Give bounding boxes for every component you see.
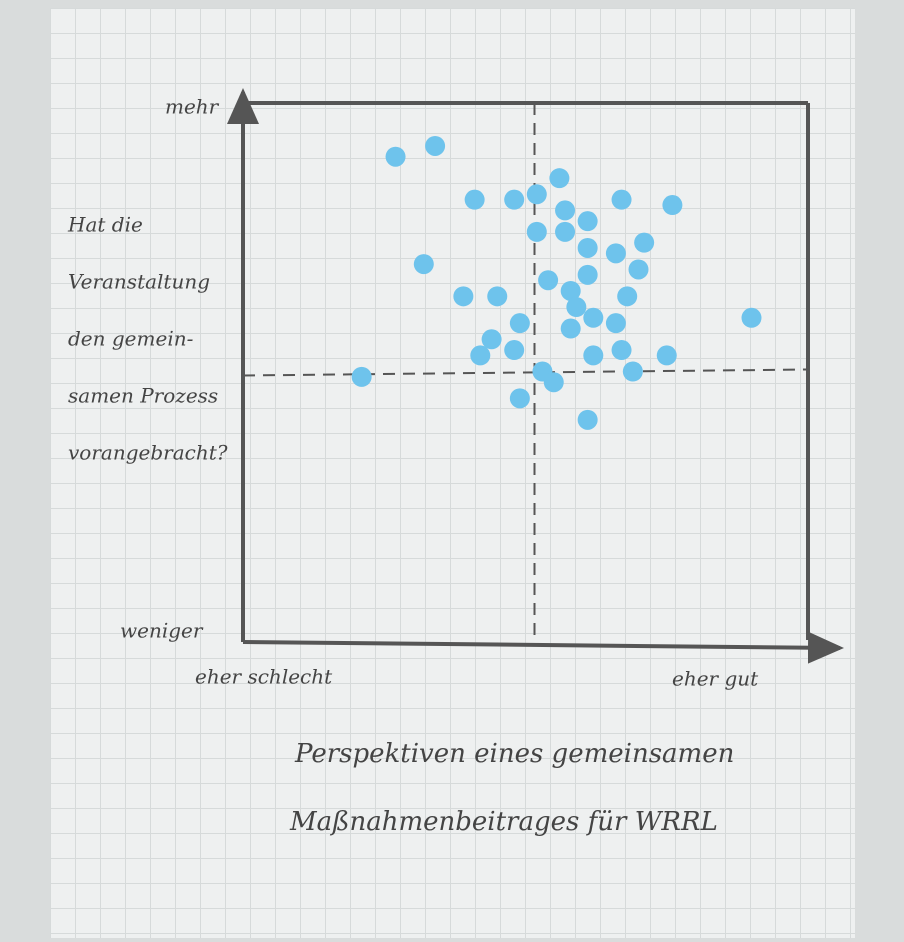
dot xyxy=(623,362,643,382)
dot xyxy=(578,265,598,285)
dot xyxy=(555,222,575,242)
y-axis-title-line: Hat die xyxy=(67,213,143,237)
dot xyxy=(583,345,603,365)
dot xyxy=(453,286,473,306)
dot xyxy=(527,222,547,242)
dot xyxy=(465,190,485,210)
dot xyxy=(578,211,598,231)
dot xyxy=(583,308,603,328)
dot xyxy=(482,329,502,349)
dot xyxy=(527,184,547,204)
dot xyxy=(470,345,490,365)
page: eher schlecht eher gut weniger mehr Hat die V… xyxy=(0,0,904,942)
dot xyxy=(510,313,530,333)
mid-line-horizontal xyxy=(243,370,808,376)
dot xyxy=(612,340,632,360)
dot xyxy=(634,233,654,253)
dot xyxy=(504,340,524,360)
x-axis-title-line: Maßnahmenbeitrages für WRRL xyxy=(289,807,718,837)
x-axis-label-high: eher gut xyxy=(672,667,759,691)
y-axis-label-high: mehr xyxy=(165,95,220,119)
dot xyxy=(657,345,677,365)
dot xyxy=(617,286,637,306)
dot xyxy=(352,367,372,387)
dot xyxy=(561,319,581,339)
dot xyxy=(612,190,632,210)
chart: eher schlecht eher gut weniger mehr Hat die V… xyxy=(0,0,904,942)
y-axis-title-line: samen Prozess xyxy=(68,384,218,408)
dot xyxy=(662,195,682,215)
dot xyxy=(544,372,564,392)
dot xyxy=(487,286,507,306)
dot xyxy=(414,254,434,274)
dot xyxy=(578,238,598,258)
y-axis-title-line: den gemein- xyxy=(68,327,194,351)
dot xyxy=(629,259,649,279)
dot xyxy=(425,136,445,156)
dot xyxy=(549,168,569,188)
dot xyxy=(504,190,524,210)
dot xyxy=(742,308,762,328)
dot xyxy=(510,388,530,408)
y-axis-title-line: vorangebracht? xyxy=(68,441,228,465)
dot xyxy=(606,243,626,263)
x-axis xyxy=(243,642,840,648)
dot xyxy=(566,297,586,317)
dot xyxy=(386,147,406,167)
dot xyxy=(538,270,558,290)
dot xyxy=(606,313,626,333)
y-axis-title-line: Veranstaltung xyxy=(68,270,210,294)
x-axis-title-line: Perspektiven eines gemeinsamen xyxy=(294,739,734,769)
dot xyxy=(578,410,598,430)
y-axis-label-low: weniger xyxy=(120,619,204,643)
dot xyxy=(555,200,575,220)
x-axis-label-low: eher schlecht xyxy=(195,665,333,689)
